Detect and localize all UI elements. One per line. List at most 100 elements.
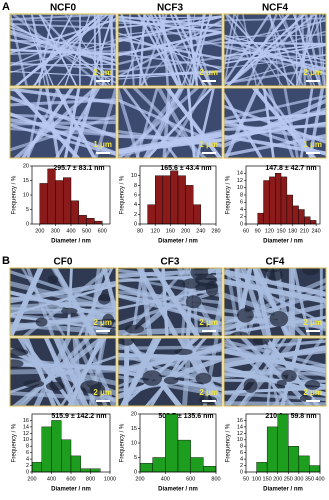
fiber	[224, 18, 326, 59]
pore	[124, 324, 145, 334]
pore	[142, 370, 163, 386]
x-tick-label: 60	[243, 228, 249, 234]
pore	[23, 379, 45, 388]
bar	[70, 200, 79, 225]
y-tick-label: 15	[131, 426, 137, 432]
y-tick-label: 8	[240, 192, 243, 198]
y-tick-label: 10	[23, 437, 29, 443]
fiber	[224, 17, 326, 22]
sem-image	[118, 88, 222, 158]
column-title: NCF0	[50, 3, 77, 14]
y-tick-label: 4	[240, 457, 243, 463]
image-border	[117, 87, 223, 159]
fiber	[319, 14, 326, 86]
pore	[163, 376, 179, 385]
bar	[177, 175, 186, 225]
fiber	[191, 14, 212, 86]
fiber	[13, 88, 99, 158]
plot-frame	[139, 413, 217, 473]
fiber	[224, 119, 326, 156]
fiber	[10, 290, 116, 320]
column-title: CF0	[54, 257, 73, 268]
fiber	[224, 271, 326, 326]
fiber	[224, 45, 326, 70]
fiber	[30, 14, 50, 86]
y-tick-label: 6	[240, 450, 243, 456]
sem-image	[224, 14, 326, 86]
bar	[78, 215, 87, 225]
pore	[80, 380, 102, 394]
fiber	[224, 41, 326, 46]
bar	[257, 212, 264, 225]
x-tick-label: 280	[211, 228, 220, 234]
fiber	[224, 14, 264, 86]
column-title: NCF3	[157, 3, 184, 14]
fiber	[283, 88, 299, 158]
bar	[266, 426, 278, 473]
y-tick-label: 10	[23, 192, 29, 198]
x-tick-label: 150	[263, 476, 272, 482]
fiber	[10, 118, 116, 137]
x-tick-label: 120	[151, 228, 160, 234]
y-tick-label: 20	[23, 163, 29, 169]
fiber	[10, 314, 116, 332]
fiber	[224, 34, 326, 62]
y-tick-label: 10	[131, 173, 137, 179]
fiber	[224, 339, 326, 368]
fiber	[108, 14, 116, 68]
bar	[41, 426, 52, 473]
bar	[165, 413, 179, 473]
fiber	[10, 22, 116, 30]
fiber	[45, 88, 60, 158]
x-tick-label: 400	[161, 476, 170, 482]
fiber	[118, 131, 222, 153]
y-axis-label: Frequency / %	[226, 175, 232, 214]
bar	[309, 465, 321, 473]
x-tick-label: 250	[284, 476, 293, 482]
sem-image	[118, 268, 222, 336]
y-tick-label: 12	[237, 431, 243, 437]
bar	[286, 194, 293, 225]
scale-bar-label: 1 μm	[199, 140, 218, 149]
y-tick-label: 5	[26, 207, 29, 213]
y-tick-label: 20	[131, 411, 137, 417]
fiber	[72, 338, 83, 406]
fiber	[118, 37, 222, 66]
fiber	[224, 284, 326, 333]
bar	[90, 468, 101, 473]
panel-label: A	[2, 1, 10, 13]
bar	[152, 457, 166, 473]
bar	[39, 183, 48, 225]
fiber	[63, 88, 81, 158]
pore	[185, 295, 202, 309]
bar	[192, 204, 201, 225]
column-title: NCF4	[262, 3, 289, 14]
fiber	[122, 88, 178, 158]
bar	[154, 175, 163, 225]
fiber	[186, 88, 196, 158]
sem-image	[10, 268, 116, 336]
sem-image	[224, 338, 326, 406]
column-title: CF4	[266, 257, 285, 268]
x-tick-label: 120	[265, 228, 274, 234]
pore	[237, 308, 254, 323]
sem-image	[10, 14, 116, 86]
x-tick-label: 150	[276, 228, 285, 234]
bar	[94, 220, 103, 225]
bar	[51, 420, 62, 473]
bar	[280, 176, 288, 225]
bar	[61, 439, 72, 473]
image-border	[223, 267, 327, 337]
fiber	[224, 401, 326, 406]
fiber	[11, 88, 81, 158]
bar	[310, 220, 317, 225]
bar	[256, 462, 268, 473]
fiber	[146, 88, 185, 158]
fiber	[118, 52, 222, 69]
y-axis-label: Frequency / %	[120, 423, 126, 462]
image-border	[117, 13, 223, 87]
pore	[266, 269, 283, 281]
y-tick-label: 12	[237, 178, 243, 184]
pore	[281, 369, 297, 382]
fiber	[138, 14, 146, 86]
